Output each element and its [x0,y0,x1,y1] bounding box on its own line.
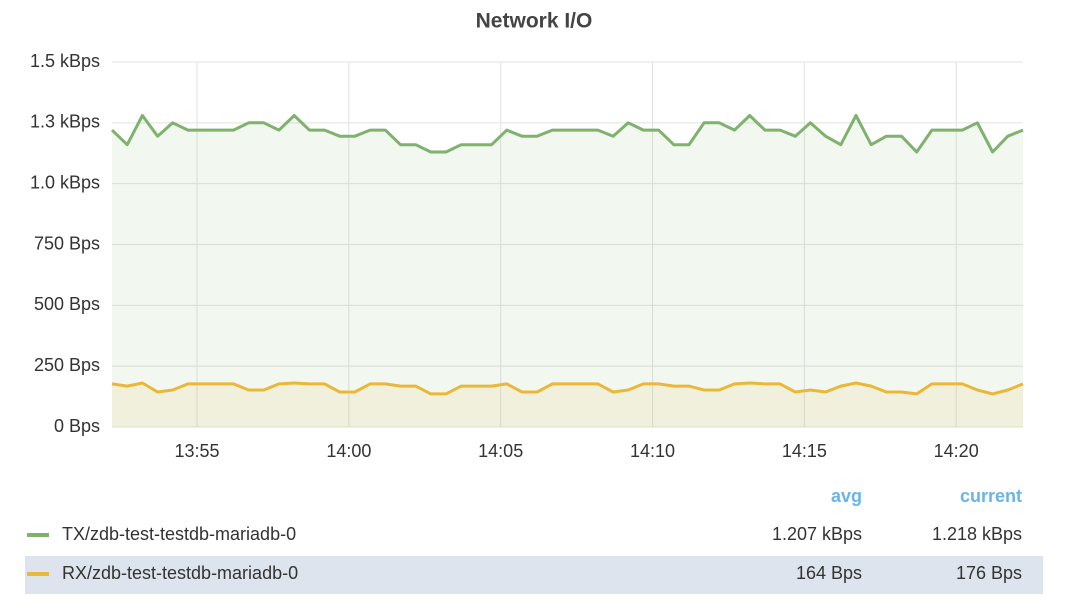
chart-title: Network I/O [476,10,593,33]
legend-header: current [960,486,1022,506]
y-tick-label: 500 Bps [34,294,100,314]
legend-value: 176 Bps [956,563,1022,583]
x-tick-label: 14:20 [934,441,979,461]
x-tick-label: 13:55 [175,441,220,461]
y-tick-label: 1.3 kBps [30,112,100,132]
x-tick-label: 14:00 [326,441,371,461]
x-tick-label: 14:10 [630,441,675,461]
legend-row-highlight [25,556,1043,594]
y-tick-label: 1.0 kBps [30,172,100,192]
legend-header: avg [831,486,862,506]
legend-value: 164 Bps [796,563,862,583]
x-tick-label: 14:05 [478,441,523,461]
line [111,381,1024,396]
legend-value: 1.207 kBps [772,524,862,544]
line [110,114,1024,154]
y-tick-label: 250 Bps [34,355,100,375]
x-tick-label: 14:15 [782,441,827,461]
legend-label: RX/zdb-test-testdb-mariadb-0 [62,563,298,583]
legend-swatch [27,572,49,576]
y-tick-label: 750 Bps [34,233,100,253]
legend-value: 1.218 kBps [932,524,1022,544]
y-tick-label: 1.5 kBps [30,51,100,71]
area [112,115,1023,427]
y-tick-label: 0 Bps [54,416,100,436]
legend-swatch [27,533,49,537]
legend-label: TX/zdb-test-testdb-mariadb-0 [62,524,296,544]
area [112,383,1023,427]
